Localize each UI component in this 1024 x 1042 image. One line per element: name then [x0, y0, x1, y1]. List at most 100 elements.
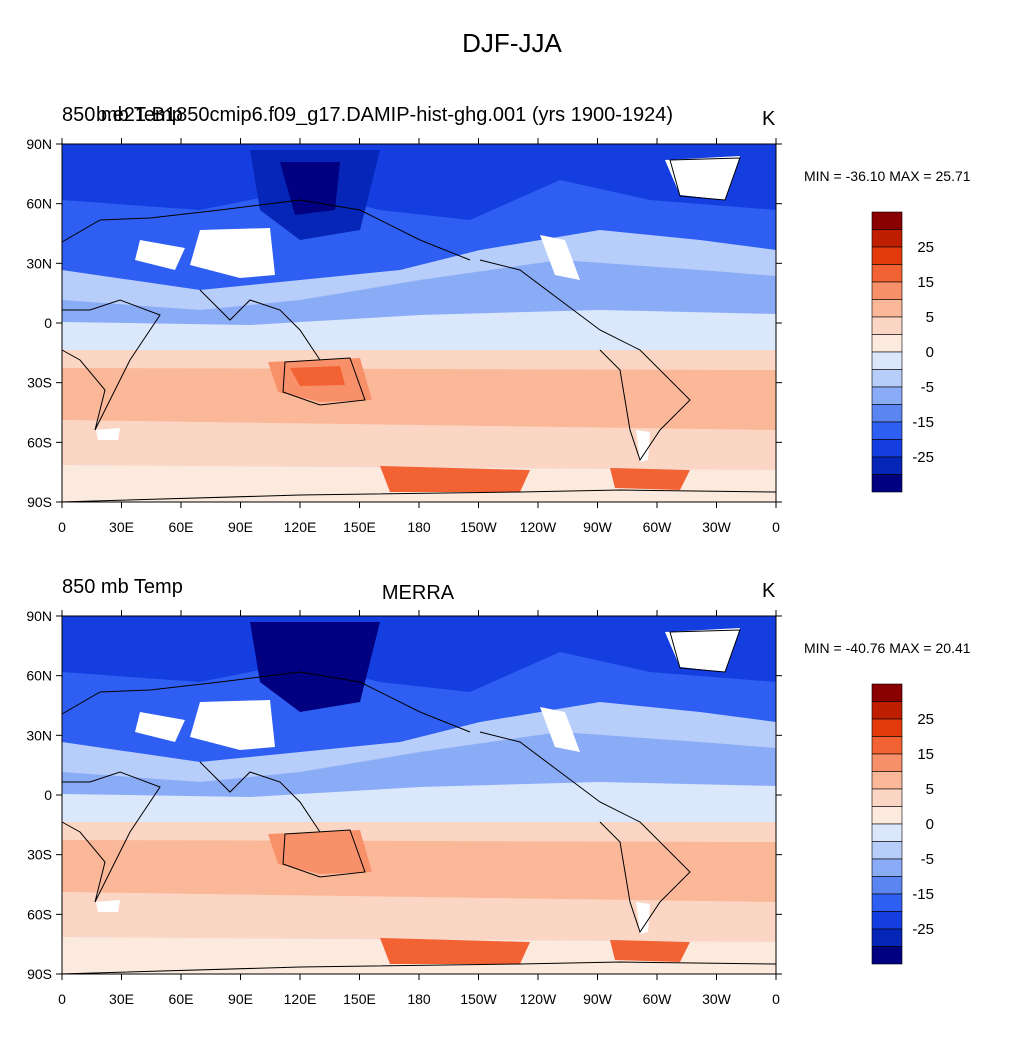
coastline [61, 299, 161, 431]
colorbar-swatch [871, 841, 903, 860]
lon-tick-label: 60E [169, 519, 194, 535]
lat-tick-label: 0 [44, 787, 52, 803]
lon-tick-label: 150W [460, 519, 497, 535]
colorbar-swatch [871, 683, 903, 702]
band-near-zero [62, 782, 776, 822]
band-australia-core [290, 366, 345, 386]
colorbar-label: 15 [917, 274, 934, 291]
colorbar-swatch [871, 911, 903, 930]
contour-map: 90N 60N 30N 0 30S 60S 90S 0 30E 60E 90E 120E 150E 180… [26, 608, 782, 1007]
missing-data-patch [190, 700, 275, 750]
coastline [59, 961, 777, 975]
colorbar-swatch [871, 281, 903, 300]
colorbar-swatch [871, 876, 903, 895]
missing-data-patch [665, 156, 740, 200]
lon-tick-label: 60W [643, 991, 673, 1007]
missing-data-patch [540, 707, 580, 752]
panel-source-label: MERRA [381, 582, 455, 604]
colorbar-swatch [871, 788, 903, 807]
colorbar-label: -25 [912, 921, 934, 938]
missing-data-patch [540, 235, 580, 280]
missing-data-patch [135, 712, 185, 742]
band-near-zero [62, 310, 776, 350]
lon-tick-label: 0 [58, 519, 66, 535]
colorbar-swatch [871, 701, 903, 720]
colorbar-swatch [871, 369, 903, 388]
colorbar-swatch [871, 351, 903, 370]
band-antarctic-ross [380, 466, 530, 492]
coastline [479, 731, 691, 934]
colorbar-swatch [871, 299, 903, 318]
missing-data-patch [190, 228, 275, 278]
lat-tick-label: 30S [27, 847, 52, 863]
missing-data-patch [96, 900, 120, 912]
colorbar-label: 25 [917, 711, 934, 728]
lat-tick-label: 30N [26, 727, 52, 743]
band-colder [62, 616, 776, 692]
panel-minmax: MIN = -40.76 MAX = 20.41 [804, 640, 971, 656]
page-title: DJF-JJA [462, 28, 562, 58]
panel-minmax: MIN = -36.10 MAX = 25.71 [804, 168, 971, 184]
coastline [61, 771, 161, 903]
coastline [61, 199, 471, 261]
coastline [282, 829, 366, 878]
band-antarctic-weddell [610, 468, 690, 490]
lat-tick-label: 90S [27, 494, 52, 510]
lon-tick-label: 90W [583, 519, 613, 535]
lon-tick-label: 120W [520, 519, 557, 535]
colorbar-swatch [871, 718, 903, 737]
colorbar: 25 15 5 0 -5 -15 -25 [871, 211, 934, 493]
band-colder [62, 144, 776, 220]
colorbar-label: -25 [912, 449, 934, 466]
lon-tick-label: 180 [407, 519, 431, 535]
lon-tick-label: 30W [702, 991, 732, 1007]
colorbar-swatch [871, 421, 903, 440]
lat-tick-label: 60N [26, 668, 52, 684]
colorbar-label: 5 [926, 309, 934, 326]
band-warm [62, 840, 776, 912]
colorbar-swatch [871, 928, 903, 947]
colorbar-swatch [871, 858, 903, 877]
contour-map: 90N 60N 30N 0 30S 60S 90S 0 30E 60E 90E 120E 150E 180… [26, 136, 782, 535]
map-fill [62, 616, 776, 977]
band-warm [62, 368, 776, 440]
colorbar-swatch [871, 456, 903, 475]
lon-tick-label: 150E [343, 519, 376, 535]
lat-tick-label: 60N [26, 196, 52, 212]
lon-tick-label: 30W [702, 519, 732, 535]
colorbar-swatch [871, 246, 903, 265]
colorbar-swatch [871, 823, 903, 842]
lon-tick-label: 120E [284, 991, 317, 1007]
lon-tick-label: 120W [520, 991, 557, 1007]
colorbar-swatch [871, 229, 903, 248]
coastline [479, 259, 691, 462]
panel-model: 850 mb Temp b.e21.B1850cmip6.f09_g17.DAM… [0, 100, 1024, 570]
panel-variable-label: 850 mb Temp [62, 576, 183, 598]
panel-variable-label: 850 mb Temp [62, 104, 183, 126]
band-antarctic-weddell [610, 940, 690, 962]
lon-tick-label: 120E [284, 519, 317, 535]
missing-data-patch [636, 902, 650, 934]
lon-tick-label: 30E [109, 991, 134, 1007]
lon-tick-label: 150E [343, 991, 376, 1007]
coastline [199, 761, 321, 833]
coastline [669, 157, 741, 201]
lat-tick-label: 30S [27, 375, 52, 391]
lat-tick-label: 0 [44, 315, 52, 331]
colorbar-label: 25 [917, 239, 934, 256]
colorbar-label: -5 [921, 851, 934, 868]
colorbar-swatch [871, 439, 903, 458]
missing-data-patch [135, 240, 185, 270]
lat-tick-label: 60S [27, 434, 52, 450]
colorbar: 25 15 5 0 -5 -15 -25 [871, 683, 934, 965]
lat-tick-label: 90N [26, 608, 52, 624]
lon-tick-label: 90W [583, 991, 613, 1007]
missing-data-patch [636, 430, 650, 462]
missing-data-patch [665, 628, 740, 672]
colorbar-swatch [871, 753, 903, 772]
colorbar-label: -15 [912, 414, 934, 431]
map-fill [62, 144, 776, 505]
missing-data-patch [96, 428, 120, 440]
lon-tick-label: 180 [407, 991, 431, 1007]
colorbar-label: 0 [926, 344, 934, 361]
